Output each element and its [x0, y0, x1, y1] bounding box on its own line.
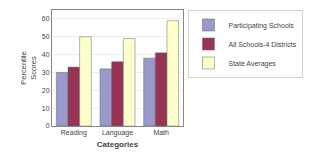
svg-text:50: 50 [42, 33, 50, 40]
svg-text:PercentileScores: PercentileScores [19, 51, 38, 84]
svg-text:60: 60 [42, 15, 50, 22]
svg-text:Categories: Categories [97, 140, 139, 149]
svg-text:30: 30 [42, 69, 50, 76]
svg-text:Math: Math [153, 129, 169, 136]
svg-text:Participating Schools: Participating Schools [228, 22, 294, 30]
svg-text:Reading: Reading [61, 129, 87, 137]
svg-text:All Schools-4 Districts: All Schools-4 Districts [228, 41, 296, 48]
svg-text:10: 10 [42, 105, 50, 112]
svg-text:40: 40 [42, 51, 50, 58]
svg-text:Language: Language [102, 129, 133, 137]
svg-text:20: 20 [42, 87, 50, 94]
svg-text:0: 0 [46, 122, 50, 129]
svg-text:State Averages: State Averages [228, 60, 276, 68]
